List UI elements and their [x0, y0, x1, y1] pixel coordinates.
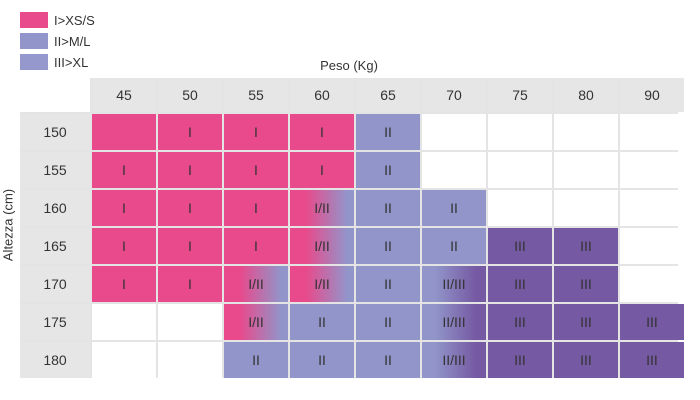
size-cell-155-90	[620, 152, 684, 188]
size-cell-155-65: II	[356, 152, 420, 188]
size-cell-175-55: I/II	[224, 304, 288, 340]
weight-header-60: 60	[290, 78, 354, 112]
legend-label-size-2: II>M/L	[54, 33, 91, 49]
size-cell-165-80: III	[554, 228, 618, 264]
weight-header-90: 90	[620, 78, 684, 112]
size-cell-180-50	[158, 342, 222, 378]
legend-label-size-3: III>XL	[54, 54, 89, 70]
size-cell-180-80: III	[554, 342, 618, 378]
size-cell-175-60: II	[290, 304, 354, 340]
size-cell-155-70	[422, 152, 486, 188]
size-cell-165-75: III	[488, 228, 552, 264]
height-header-170: 170	[20, 266, 90, 302]
size-cell-160-65: II	[356, 190, 420, 226]
height-header-150: 150	[20, 114, 90, 150]
weight-header-75: 75	[488, 78, 552, 112]
size-cell-175-80: III	[554, 304, 618, 340]
size-cell-165-90	[620, 228, 684, 264]
size-cell-165-50: I	[158, 228, 222, 264]
size-cell-170-90	[620, 266, 684, 302]
height-header-180: 180	[20, 342, 90, 378]
size-cell-150-45	[92, 114, 156, 150]
legend-swatch-size-3	[20, 54, 48, 70]
size-cell-150-60: I	[290, 114, 354, 150]
size-cell-170-80: III	[554, 266, 618, 302]
size-cell-150-90	[620, 114, 684, 150]
legend-item-size-3: III>XL	[20, 54, 95, 70]
size-cell-160-55: I	[224, 190, 288, 226]
size-cell-180-45	[92, 342, 156, 378]
size-cell-170-45: I	[92, 266, 156, 302]
size-cell-165-70: II	[422, 228, 486, 264]
weight-header-55: 55	[224, 78, 288, 112]
size-cell-160-90	[620, 190, 684, 226]
size-cell-155-60: I	[290, 152, 354, 188]
size-cell-170-75: III	[488, 266, 552, 302]
size-cell-170-55: I/II	[224, 266, 288, 302]
size-cell-180-90: III	[620, 342, 684, 378]
height-header-165: 165	[20, 228, 90, 264]
size-cell-160-80	[554, 190, 618, 226]
height-header-175: 175	[20, 304, 90, 340]
size-cell-155-45: I	[92, 152, 156, 188]
size-cell-160-60: I/II	[290, 190, 354, 226]
size-cell-180-70: II/III	[422, 342, 486, 378]
size-cell-175-45	[92, 304, 156, 340]
table-corner	[20, 78, 90, 112]
size-cell-150-80	[554, 114, 618, 150]
size-cell-150-75	[488, 114, 552, 150]
size-cell-165-65: II	[356, 228, 420, 264]
size-cell-155-75	[488, 152, 552, 188]
size-cell-160-50: I	[158, 190, 222, 226]
size-cell-150-50: I	[158, 114, 222, 150]
weight-header-45: 45	[92, 78, 156, 112]
size-cell-175-65: II	[356, 304, 420, 340]
size-cell-150-65: II	[356, 114, 420, 150]
size-cell-170-65: II	[356, 266, 420, 302]
size-cell-165-60: I/II	[290, 228, 354, 264]
size-legend: I>XS/S II>M/L III>XL	[20, 12, 95, 75]
size-cell-150-55: I	[224, 114, 288, 150]
legend-item-size-1: I>XS/S	[20, 12, 95, 28]
legend-label-size-1: I>XS/S	[54, 12, 95, 28]
size-cell-165-45: I	[92, 228, 156, 264]
size-cell-170-60: I/II	[290, 266, 354, 302]
height-header-155: 155	[20, 152, 90, 188]
size-cell-175-50	[158, 304, 222, 340]
size-table: 45 50 55 60 65 70 75 80 90 150 I I I II 155 I I I I II 160 I I…	[20, 78, 684, 378]
legend-swatch-size-2	[20, 33, 48, 49]
size-cell-180-65: II	[356, 342, 420, 378]
size-cell-170-50: I	[158, 266, 222, 302]
weight-header-80: 80	[554, 78, 618, 112]
legend-swatch-size-1	[20, 12, 48, 28]
weight-header-65: 65	[356, 78, 420, 112]
size-cell-180-75: III	[488, 342, 552, 378]
size-cell-160-45: I	[92, 190, 156, 226]
size-cell-165-55: I	[224, 228, 288, 264]
weight-axis-title: Peso (Kg)	[320, 58, 378, 73]
size-cell-175-75: III	[488, 304, 552, 340]
size-cell-180-60: II	[290, 342, 354, 378]
size-cell-155-55: I	[224, 152, 288, 188]
size-cell-180-55: II	[224, 342, 288, 378]
size-cell-170-70: II/III	[422, 266, 486, 302]
size-cell-175-90: III	[620, 304, 684, 340]
size-cell-175-70: II/III	[422, 304, 486, 340]
size-cell-150-70	[422, 114, 486, 150]
height-axis-title: Altezza (cm)	[0, 188, 16, 262]
size-cell-160-75	[488, 190, 552, 226]
weight-header-50: 50	[158, 78, 222, 112]
size-cell-155-50: I	[158, 152, 222, 188]
legend-item-size-2: II>M/L	[20, 33, 95, 49]
size-cell-160-70: II	[422, 190, 486, 226]
weight-header-70: 70	[422, 78, 486, 112]
size-cell-155-80	[554, 152, 618, 188]
height-header-160: 160	[20, 190, 90, 226]
